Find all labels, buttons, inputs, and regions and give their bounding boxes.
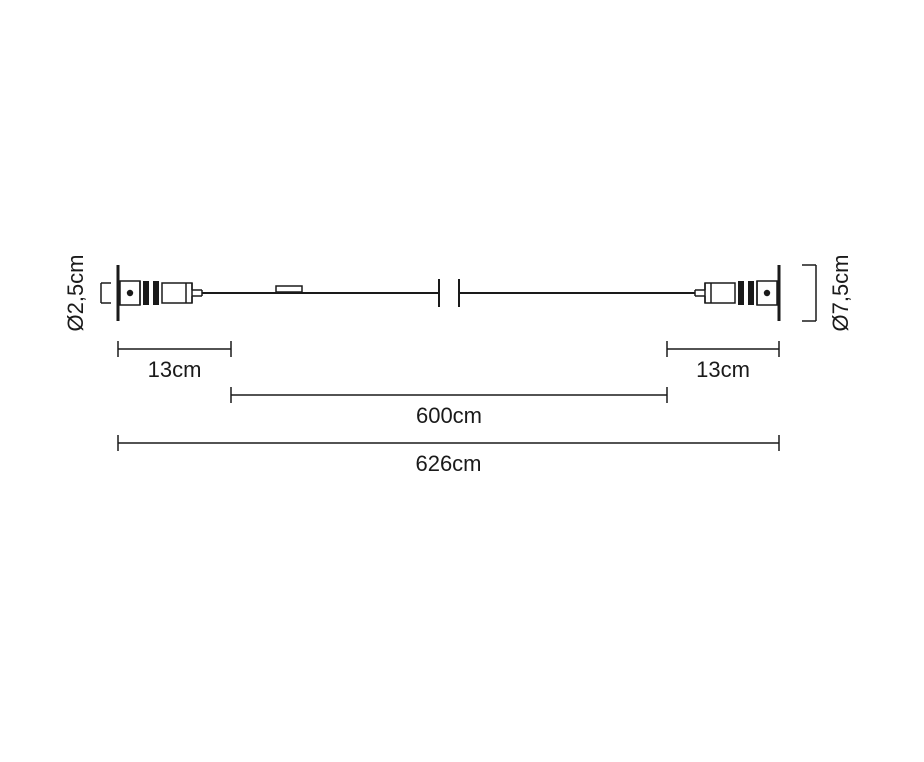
svg-text:13cm: 13cm [148, 357, 202, 382]
svg-text:13cm: 13cm [696, 357, 750, 382]
svg-text:Ø2,5cm: Ø2,5cm [63, 254, 88, 331]
svg-text:626cm: 626cm [415, 451, 481, 476]
technical-drawing: 13cm 13cm 600cm 626cm Ø2,5cm Ø7,5cm [0, 0, 924, 762]
svg-text:600cm: 600cm [416, 403, 482, 428]
svg-text:Ø7,5cm: Ø7,5cm [828, 254, 853, 331]
